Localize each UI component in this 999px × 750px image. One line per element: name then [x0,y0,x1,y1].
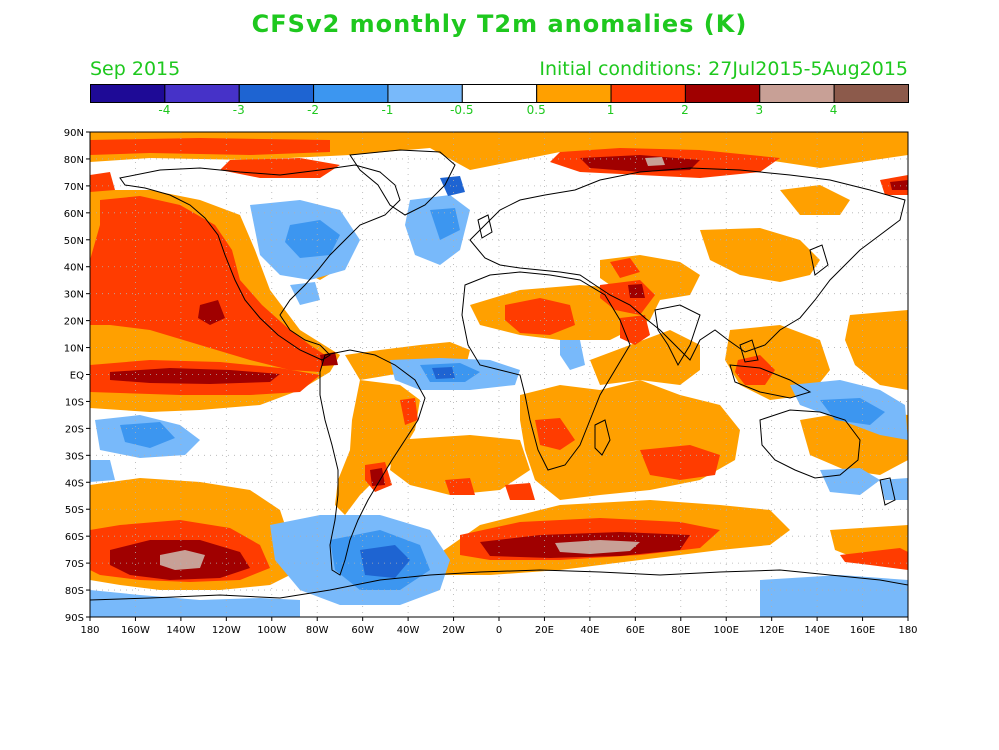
colorbar-swatch [759,84,835,103]
lat-tick-label: 70S [65,559,84,570]
latitude-labels: 90N 80N 70N 60N 50N 40N 30N 20N 10N EQ 10S 20S 30S 40… [64,128,84,624]
lon-tick-label: 20E [535,625,554,636]
colorbar-swatch [387,84,463,103]
initial-conditions: Initial conditions: 27Jul2015-5Aug2015 [539,58,908,80]
lat-tick-label: 70N [64,182,84,193]
anomaly-fill-pink [160,157,665,570]
lat-tick-label: 50N [64,236,84,247]
lat-tick-label: 30N [64,290,84,301]
lon-tick-label: 100E [714,625,739,636]
lon-tick-label: 160E [850,625,875,636]
colorbar-swatch [461,84,538,103]
colorbar-labels: -4 -3 -2 -1 -0.5 0.5 1 2 3 4 [0,103,999,123]
lat-tick-label: EQ [70,371,84,382]
lon-tick-label: 180 [898,625,917,636]
lat-tick-label: 40S [65,478,84,489]
lon-tick-label: 120W [212,625,241,636]
lat-tick-label: 30S [65,451,84,462]
lat-tick-label: 50S [65,505,84,516]
map-title: CFSv2 monthly T2m anomalies (K) [251,10,748,38]
colorbar-swatch [164,84,240,103]
colorbar-label: -4 [158,103,171,117]
longitude-labels: 180 160W 140W 120W 100W 80W 60W 40W 20W 0 20E 40E 60… [80,625,917,636]
lat-tick-label: 10N [64,344,84,355]
gridlines [90,132,908,617]
colorbar-label: 4 [829,103,838,117]
colorbar-swatch [684,84,761,103]
lon-tick-label: 20W [442,625,465,636]
lon-tick-label: 40E [580,625,599,636]
colorbar-label: -0.5 [450,103,474,117]
lat-tick-label: 80S [65,586,84,597]
coastlines [90,149,908,601]
colorbar [90,84,909,103]
colorbar-swatch [313,84,389,103]
lat-tick-label: 60N [64,209,84,220]
lat-tick-label: 10S [65,397,84,408]
colorbar-label: -2 [307,103,320,117]
colorbar-swatch [610,84,686,103]
anomaly-map: 90N 80N 70N 60N 50N 40N 30N 20N 10N EQ 10S 20S 30S 40… [64,128,918,636]
lat-tick-label: 80N [64,155,84,166]
lat-tick-label: 90N [64,128,84,139]
lat-tick-label: 20N [64,317,84,328]
anomaly-fill-darkred [110,155,908,580]
forecast-month: Sep 2015 [90,58,181,80]
lon-tick-label: 60E [626,625,645,636]
lon-tick-label: 140E [804,625,829,636]
lon-tick-label: 80W [306,625,329,636]
lat-tick-label: 60S [65,532,84,543]
lon-tick-label: 180 [80,625,99,636]
lon-tick-label: 80E [671,625,690,636]
colorbar-label: -3 [232,103,245,117]
lat-tick-label: 20S [65,424,84,435]
lon-tick-label: 0 [496,625,502,636]
colorbar-label: 2 [681,103,689,117]
colorbar-swatch [90,84,166,103]
colorbar-label: 1 [606,103,615,117]
lon-tick-label: 60W [351,625,374,636]
colorbar-swatch [833,84,909,103]
colorbar-swatch [536,84,612,103]
lon-tick-label: 120E [759,625,784,636]
colorbar-label: -1 [381,103,394,117]
colorbar-label: 0.5 [526,103,546,117]
lat-tick-label: 90S [65,613,84,624]
axis-ticks [86,131,909,621]
colorbar-swatch [238,84,315,103]
lon-tick-label: 140W [166,625,195,636]
colorbar-label: 3 [755,103,764,117]
lon-tick-label: 160W [121,625,150,636]
lon-tick-label: 40W [397,625,420,636]
anomaly-fill-darkblue [360,176,465,578]
lon-tick-label: 100W [257,625,286,636]
lat-tick-label: 40N [64,263,84,274]
